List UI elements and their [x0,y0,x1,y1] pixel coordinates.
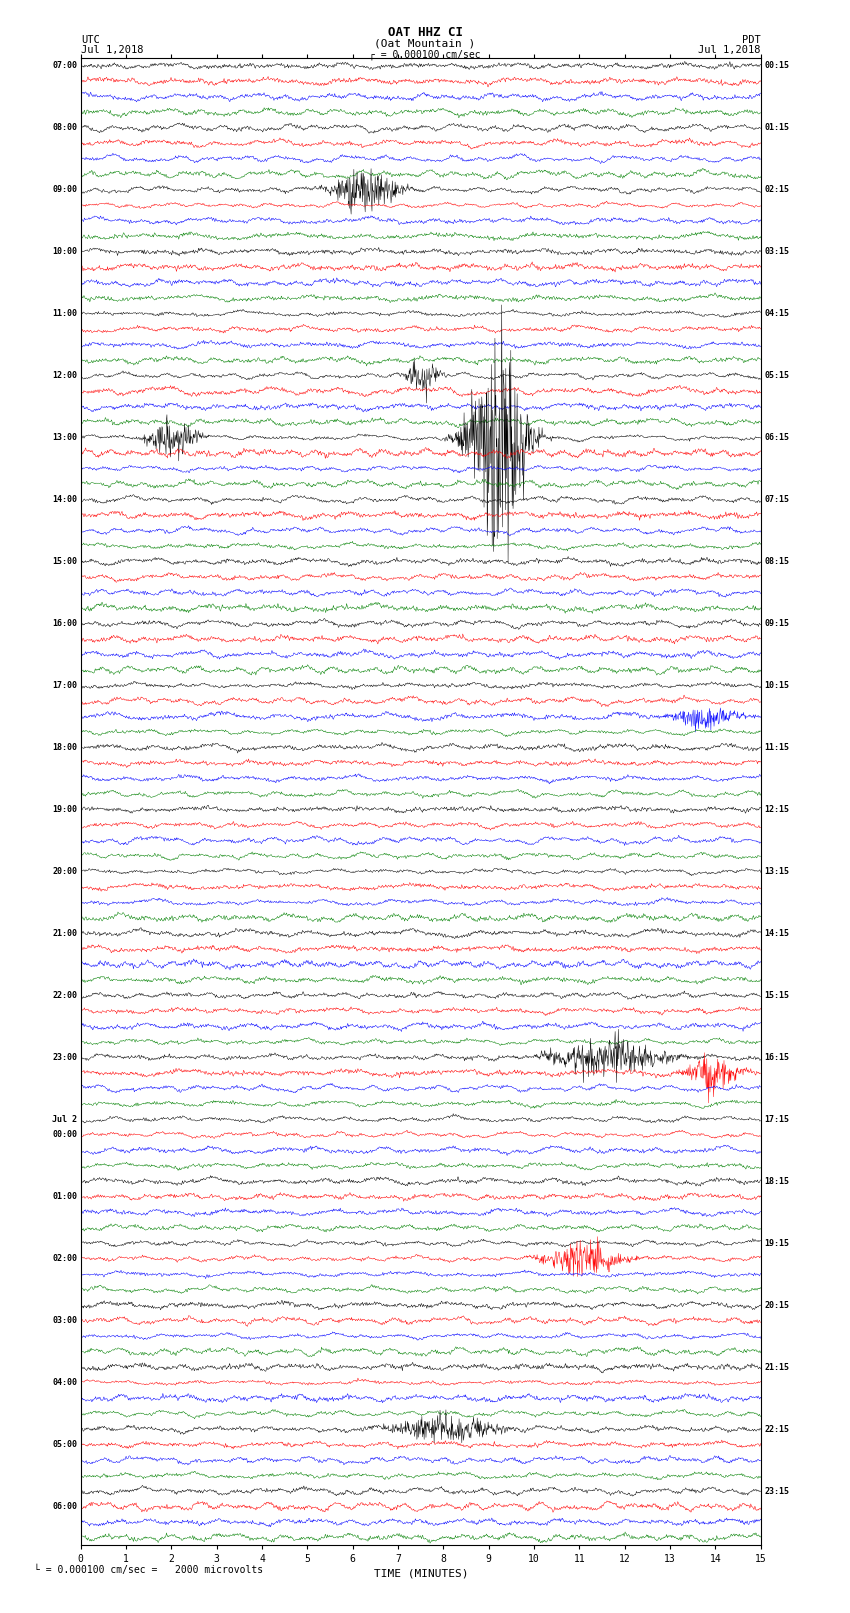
Text: 11:00: 11:00 [53,310,77,318]
Text: 02:00: 02:00 [53,1255,77,1263]
Text: 21:00: 21:00 [53,929,77,937]
Text: 06:15: 06:15 [764,434,789,442]
Text: 03:00: 03:00 [53,1316,77,1326]
Text: 22:00: 22:00 [53,990,77,1000]
Text: 01:00: 01:00 [53,1192,77,1202]
X-axis label: TIME (MINUTES): TIME (MINUTES) [373,1568,468,1579]
Text: 10:00: 10:00 [53,247,77,256]
Text: Jul 2: Jul 2 [53,1115,77,1124]
Text: └ = 0.000100 cm/sec =   2000 microvolts: └ = 0.000100 cm/sec = 2000 microvolts [34,1565,264,1574]
Text: 14:15: 14:15 [764,929,789,937]
Text: 16:00: 16:00 [53,619,77,627]
Text: 19:15: 19:15 [764,1239,789,1248]
Text: 09:15: 09:15 [764,619,789,627]
Text: PDT: PDT [742,35,761,45]
Text: 04:00: 04:00 [53,1378,77,1387]
Text: Jul 1,2018: Jul 1,2018 [698,45,761,55]
Text: 17:00: 17:00 [53,681,77,690]
Text: 09:00: 09:00 [53,185,77,194]
Text: 11:15: 11:15 [764,744,789,752]
Text: 23:15: 23:15 [764,1487,789,1495]
Text: 15:00: 15:00 [53,556,77,566]
Text: 02:15: 02:15 [764,185,789,194]
Text: 00:00: 00:00 [53,1131,77,1139]
Text: 13:15: 13:15 [764,866,789,876]
Text: 01:15: 01:15 [764,123,789,132]
Text: 07:15: 07:15 [764,495,789,505]
Text: Jul 1,2018: Jul 1,2018 [81,45,144,55]
Text: 10:15: 10:15 [764,681,789,690]
Text: 14:00: 14:00 [53,495,77,505]
Text: 13:00: 13:00 [53,434,77,442]
Text: 07:00: 07:00 [53,61,77,71]
Text: 06:00: 06:00 [53,1502,77,1511]
Text: 21:15: 21:15 [764,1363,789,1371]
Text: 18:00: 18:00 [53,744,77,752]
Text: 22:15: 22:15 [764,1424,789,1434]
Text: 08:15: 08:15 [764,556,789,566]
Text: 03:15: 03:15 [764,247,789,256]
Text: 20:00: 20:00 [53,866,77,876]
Text: 17:15: 17:15 [764,1115,789,1124]
Text: 12:15: 12:15 [764,805,789,815]
Text: 16:15: 16:15 [764,1053,789,1061]
Text: 12:00: 12:00 [53,371,77,381]
Text: 15:15: 15:15 [764,990,789,1000]
Text: (Oat Mountain ): (Oat Mountain ) [374,39,476,48]
Text: 23:00: 23:00 [53,1053,77,1061]
Text: 05:15: 05:15 [764,371,789,381]
Text: 18:15: 18:15 [764,1177,789,1186]
Text: ┌ = 0.000100 cm/sec: ┌ = 0.000100 cm/sec [369,48,481,60]
Text: 05:00: 05:00 [53,1440,77,1448]
Text: 08:00: 08:00 [53,123,77,132]
Text: 00:15: 00:15 [764,61,789,71]
Text: UTC: UTC [81,35,99,45]
Text: 19:00: 19:00 [53,805,77,815]
Text: 04:15: 04:15 [764,310,789,318]
Text: 20:15: 20:15 [764,1300,789,1310]
Text: OAT HHZ CI: OAT HHZ CI [388,26,462,39]
